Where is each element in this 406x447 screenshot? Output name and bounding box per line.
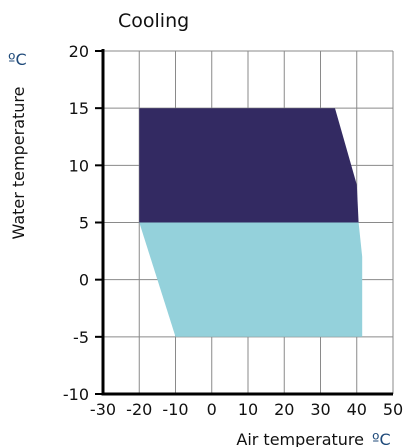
- x-tick-label: 0: [207, 400, 217, 419]
- y-tick-label: 15: [69, 99, 89, 118]
- operating-region-2: [139, 108, 359, 223]
- x-tick-label: 40: [347, 400, 367, 419]
- x-tick-label: 50: [383, 400, 403, 419]
- x-axis-label: Air temperature: [236, 430, 364, 447]
- x-tick-label: -30: [90, 400, 116, 419]
- operating-regions: [139, 108, 363, 337]
- y-tick-label: 5: [79, 214, 89, 233]
- tick-labels: -30 -20 -10 0 10 20 30 40 50 -10 -5 0 5 10 15 20: [63, 42, 403, 419]
- y-tick-label: -5: [73, 328, 89, 347]
- x-tick-label: -10: [162, 400, 188, 419]
- axes: [95, 49, 393, 396]
- chart-title: Cooling: [118, 10, 189, 32]
- x-tick-label: 10: [238, 400, 258, 419]
- x-tick-label: -20: [126, 400, 152, 419]
- operating-region-1: [139, 222, 363, 337]
- y-tick-label: -10: [63, 385, 89, 404]
- y-axis-unit: ºC: [8, 50, 27, 69]
- y-tick-label: 0: [79, 271, 89, 290]
- y-tick-label: 10: [69, 156, 89, 175]
- x-tick-label: 20: [274, 400, 294, 419]
- x-axis-unit: ºC: [372, 430, 391, 447]
- y-axis-label: Water temperature: [9, 87, 28, 240]
- y-tick-label: 20: [69, 42, 89, 61]
- x-tick-label: 30: [310, 400, 330, 419]
